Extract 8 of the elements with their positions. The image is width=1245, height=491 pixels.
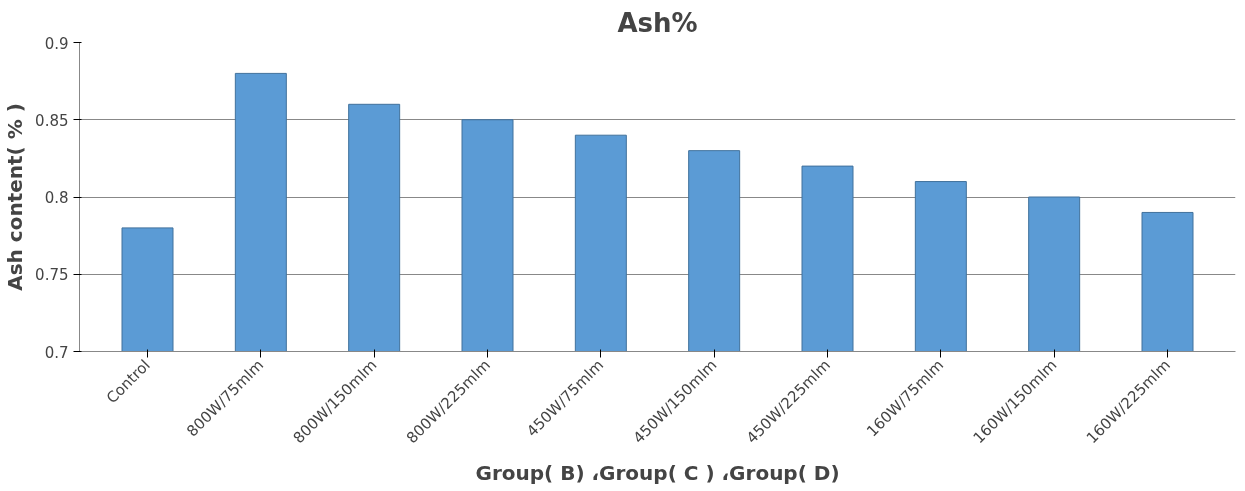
y-tick-label: 0.75: [35, 266, 69, 285]
y-tick-label: 0.8: [44, 189, 69, 207]
y-axis-title: Ash content( % ): [3, 103, 28, 291]
x-axis-title: Group( B) ،Group( C ) ،Group( D): [475, 461, 840, 486]
y-tick-label: 0.85: [35, 111, 69, 130]
y-tick-label: 0.7: [44, 343, 69, 362]
y-tick-label: 0.9: [44, 34, 69, 53]
chart-title: Ash%: [617, 7, 698, 38]
